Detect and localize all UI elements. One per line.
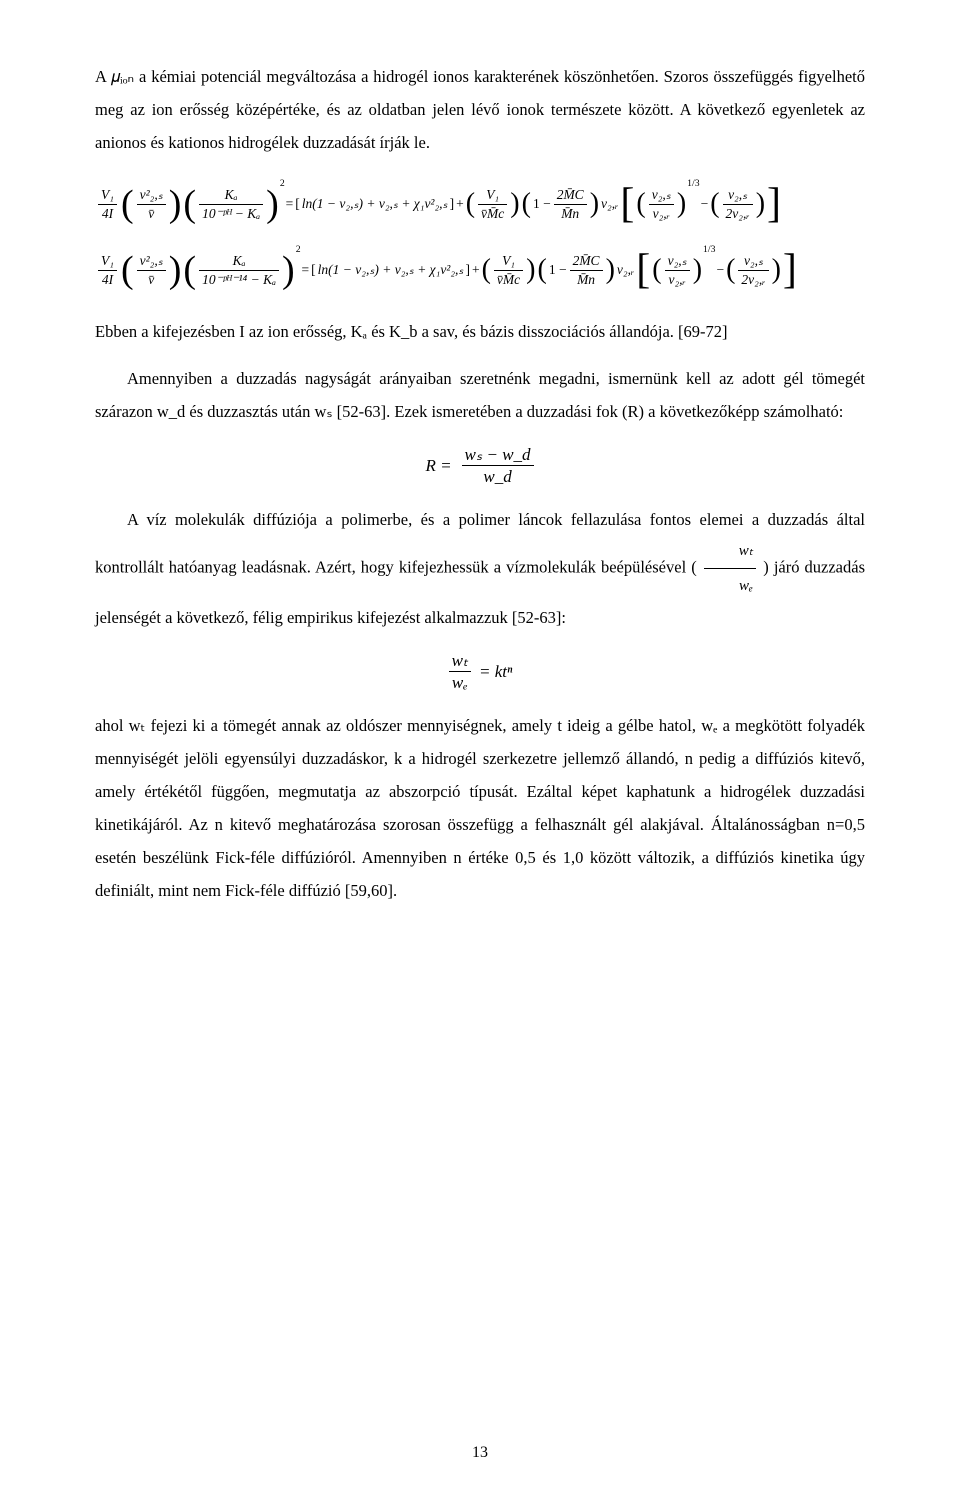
eqKt-rhs: = ktⁿ	[479, 663, 512, 680]
equation-cationic: V₁ 4I ( v²₂,ₛ v̄ ) ( Kₐ 10⁻ᵖᴴ⁻¹⁴ − Kₐ ) …	[95, 249, 865, 291]
eq2-rp2-num: 2M̄C	[570, 254, 603, 271]
one-minus: 1 −	[549, 263, 567, 277]
eq1-prefix-num: V₁	[98, 188, 117, 205]
plus-sign: +	[456, 197, 464, 211]
page-number: 13	[0, 1437, 960, 1469]
paragraph-diffusion: A víz molekulák diffúziója a polimerbe, …	[95, 503, 865, 634]
p4-frac-num: wₜ	[704, 536, 756, 569]
equation-anionic: V₁ 4I ( v²₂,ₛ v̄ ) ( Kₐ 10⁻ᵖᴴ − Kₐ ) 2 =…	[95, 183, 865, 225]
equation-swelling-ratio: R = wₛ − w_d w_d	[95, 446, 865, 485]
eq1-p1-den: v̄	[137, 205, 166, 221]
equation-diffusion-kinetic: wₜ wₑ = ktⁿ	[95, 652, 865, 691]
eq2-rhs1: ln(1 − v₂,ₛ) + v₂,ₛ + χ₁v²₂,ₛ	[318, 263, 464, 277]
eq2-rp2-den: M̄n	[570, 271, 603, 287]
minus-sign: −	[716, 263, 724, 277]
equals-sign: =	[302, 263, 310, 277]
eqR-den: w_d	[462, 466, 534, 485]
eq2-tp1-num: v₂,ₛ	[665, 254, 690, 271]
eq1-tp2-den: 2v₂,ᵣ	[723, 205, 753, 221]
eq2-tail-pow: 1/3	[703, 245, 715, 255]
eq1-rp1-num: V₁	[478, 188, 507, 205]
paragraph-intro: A 𝜇ᵢₒₙ a kémiai potenciál megváltozása a…	[95, 60, 865, 159]
p4-frac-den: wₑ	[704, 569, 756, 601]
eq1-tp1-num: v₂,ₛ	[649, 188, 674, 205]
eq2-p1-num: v²₂,ₛ	[137, 254, 166, 271]
eq1-p2-num: Kₐ	[199, 188, 263, 205]
eq1-rp2-num: 2M̄C	[554, 188, 587, 205]
eq1-power: 2	[280, 179, 285, 189]
eq2-v2r: v₂,ᵣ	[617, 263, 634, 277]
eqKt-num: wₜ	[449, 652, 471, 672]
eq2-power: 2	[296, 245, 301, 255]
eq1-p2-den: 10⁻ᵖᴴ − Kₐ	[199, 205, 263, 221]
eq1-p1-num: v²₂,ₛ	[137, 188, 166, 205]
eq2-p2-den: 10⁻ᵖᴴ⁻¹⁴ − Kₐ	[199, 271, 279, 287]
eq2-prefix-den: 4I	[98, 271, 117, 287]
eq1-tail-pow: 1/3	[687, 179, 699, 189]
plus-sign: +	[472, 263, 480, 277]
eqR-num: wₛ − w_d	[462, 446, 534, 466]
eq1-tp2-num: v₂,ₛ	[723, 188, 753, 205]
eq1-tp1-den: v₂,ᵣ	[649, 205, 674, 221]
eqKt-den: wₑ	[449, 672, 471, 691]
eq1-v2r: v₂,ᵣ	[601, 197, 618, 211]
eq2-tp2-num: v₂,ₛ	[738, 254, 768, 271]
equals-sign: =	[286, 197, 294, 211]
eq1-rp1-den: v̄M̄c	[478, 205, 507, 221]
minus-sign: −	[701, 197, 709, 211]
eq2-prefix-num: V₁	[98, 254, 117, 271]
paragraph-constants: Ebben a kifejezésben I az ion erősség, K…	[95, 315, 865, 348]
eq1-rhs1: ln(1 − v₂,ₛ) + v₂,ₛ + χ₁v²₂,ₛ	[302, 197, 448, 211]
one-minus: 1 −	[533, 197, 551, 211]
eq2-rp1-den: v̄M̄c	[494, 271, 523, 287]
eq1-prefix-den: 4I	[98, 205, 117, 221]
eq2-rp1-num: V₁	[494, 254, 523, 271]
eq1-rp2-den: M̄n	[554, 205, 587, 221]
eq2-tp1-den: v₂,ᵣ	[665, 271, 690, 287]
eq2-p1-den: v̄	[137, 271, 166, 287]
eqR-lhs: R =	[425, 457, 451, 474]
paragraph-swelling: Amennyiben a duzzadás nagyságát arányaib…	[95, 362, 865, 428]
eq2-p2-num: Kₐ	[199, 254, 279, 271]
paragraph-fick: ahol wₜ fejezi ki a tömegét annak az old…	[95, 709, 865, 907]
eq2-tp2-den: 2v₂,ᵣ	[738, 271, 768, 287]
